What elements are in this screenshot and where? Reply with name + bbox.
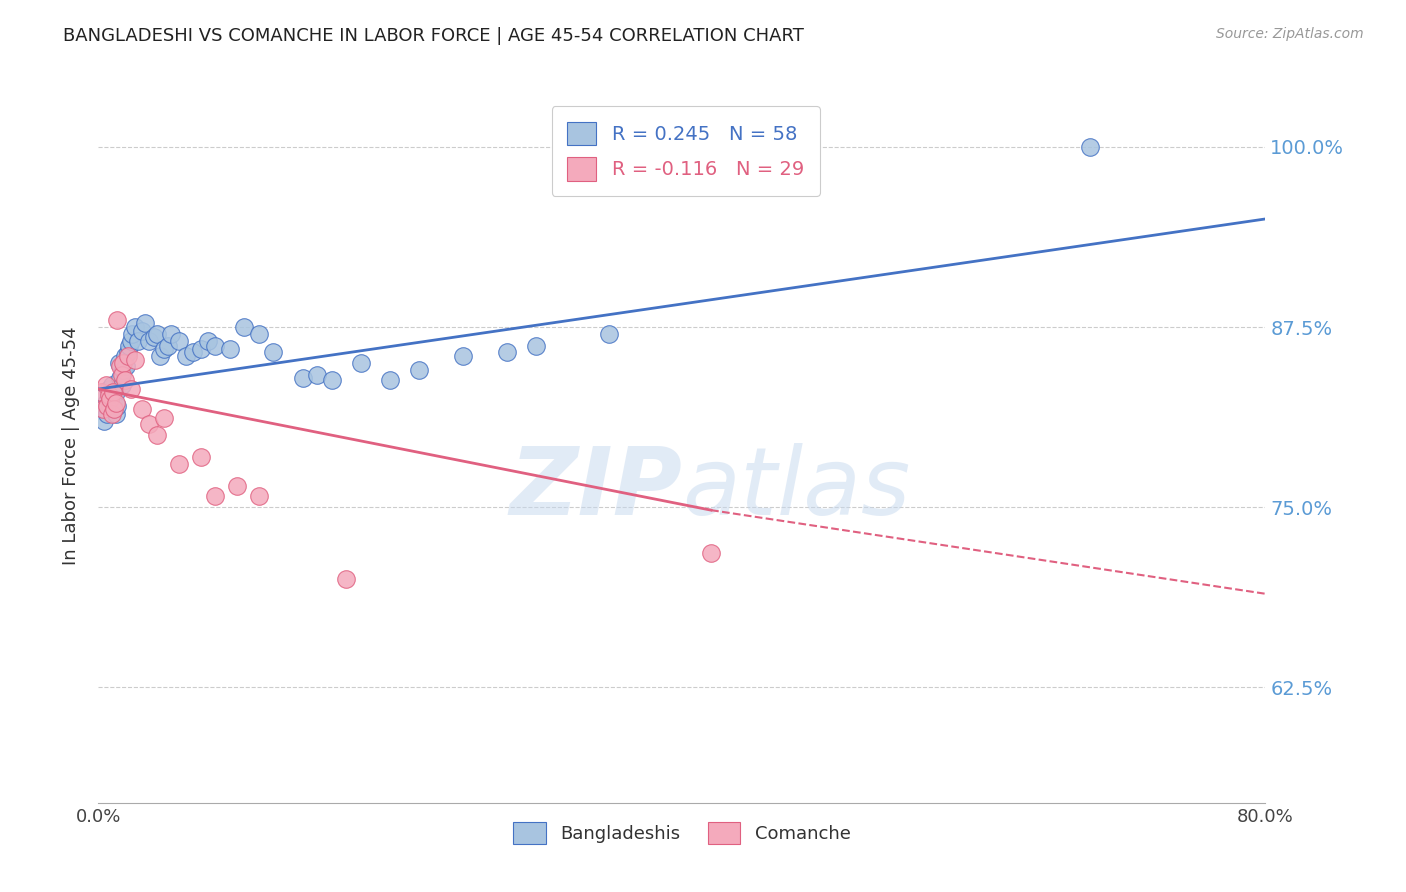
Point xyxy=(104,396,127,410)
Point xyxy=(97,388,120,402)
Point xyxy=(105,400,128,414)
Point xyxy=(167,457,190,471)
Point xyxy=(380,373,402,387)
Point xyxy=(157,339,180,353)
Point xyxy=(93,414,115,428)
Point xyxy=(98,392,121,406)
Point xyxy=(118,339,141,353)
Point xyxy=(218,342,240,356)
Point xyxy=(101,384,124,399)
Point xyxy=(247,327,270,342)
Text: ZIP: ZIP xyxy=(509,442,682,535)
Point xyxy=(174,349,197,363)
Point xyxy=(408,363,430,377)
Point xyxy=(111,377,134,392)
Point xyxy=(114,373,136,387)
Point xyxy=(97,388,120,402)
Point xyxy=(190,450,212,464)
Point xyxy=(335,572,357,586)
Point xyxy=(153,410,176,425)
Point xyxy=(124,320,146,334)
Text: Source: ZipAtlas.com: Source: ZipAtlas.com xyxy=(1216,27,1364,41)
Point xyxy=(131,402,153,417)
Point xyxy=(117,349,139,363)
Point xyxy=(90,384,112,399)
Text: BANGLADESHI VS COMANCHE IN LABOR FORCE | AGE 45-54 CORRELATION CHART: BANGLADESHI VS COMANCHE IN LABOR FORCE |… xyxy=(63,27,804,45)
Point xyxy=(131,325,153,339)
Point xyxy=(90,400,112,414)
Point xyxy=(167,334,190,349)
Point xyxy=(103,402,125,417)
Point xyxy=(114,349,136,363)
Point xyxy=(307,368,329,382)
Point xyxy=(115,359,138,373)
Point xyxy=(146,327,169,342)
Point xyxy=(598,327,620,342)
Point xyxy=(138,334,160,349)
Point xyxy=(110,359,132,373)
Legend: Bangladeshis, Comanche: Bangladeshis, Comanche xyxy=(506,814,858,851)
Point xyxy=(127,334,149,349)
Point xyxy=(94,396,117,410)
Point xyxy=(120,382,142,396)
Point xyxy=(146,428,169,442)
Point xyxy=(197,334,219,349)
Point xyxy=(142,330,165,344)
Point xyxy=(160,327,183,342)
Point xyxy=(190,342,212,356)
Point xyxy=(94,402,117,417)
Point xyxy=(103,402,125,417)
Point xyxy=(124,353,146,368)
Point xyxy=(226,478,249,492)
Point xyxy=(105,313,128,327)
Point xyxy=(350,356,373,370)
Text: atlas: atlas xyxy=(682,443,910,534)
Point xyxy=(451,349,474,363)
Point xyxy=(110,370,132,384)
Point xyxy=(94,377,117,392)
Point xyxy=(233,320,256,334)
Point xyxy=(112,363,135,377)
Point xyxy=(96,407,118,421)
Point xyxy=(100,407,122,421)
Point xyxy=(321,373,343,387)
Point xyxy=(700,546,723,560)
Point xyxy=(117,344,139,359)
Point xyxy=(98,392,121,406)
Point xyxy=(138,417,160,431)
Point xyxy=(121,327,143,342)
Point xyxy=(149,349,172,363)
Point xyxy=(153,342,176,356)
Point xyxy=(104,384,127,399)
Point xyxy=(247,489,270,503)
Point xyxy=(496,344,519,359)
Point xyxy=(111,368,134,382)
Point xyxy=(91,402,114,417)
Point xyxy=(120,334,142,349)
Point xyxy=(291,370,314,384)
Point xyxy=(262,344,284,359)
Point xyxy=(524,339,547,353)
Point xyxy=(101,396,124,410)
Point xyxy=(134,316,156,330)
Y-axis label: In Labor Force | Age 45-54: In Labor Force | Age 45-54 xyxy=(62,326,80,566)
Point xyxy=(204,339,226,353)
Point xyxy=(204,489,226,503)
Point xyxy=(104,407,127,421)
Point xyxy=(112,356,135,370)
Point xyxy=(181,344,204,359)
Point xyxy=(1080,140,1102,154)
Point xyxy=(98,400,121,414)
Point xyxy=(108,356,131,370)
Point xyxy=(91,384,114,399)
Point xyxy=(100,377,122,392)
Point xyxy=(96,400,118,414)
Point xyxy=(97,382,120,396)
